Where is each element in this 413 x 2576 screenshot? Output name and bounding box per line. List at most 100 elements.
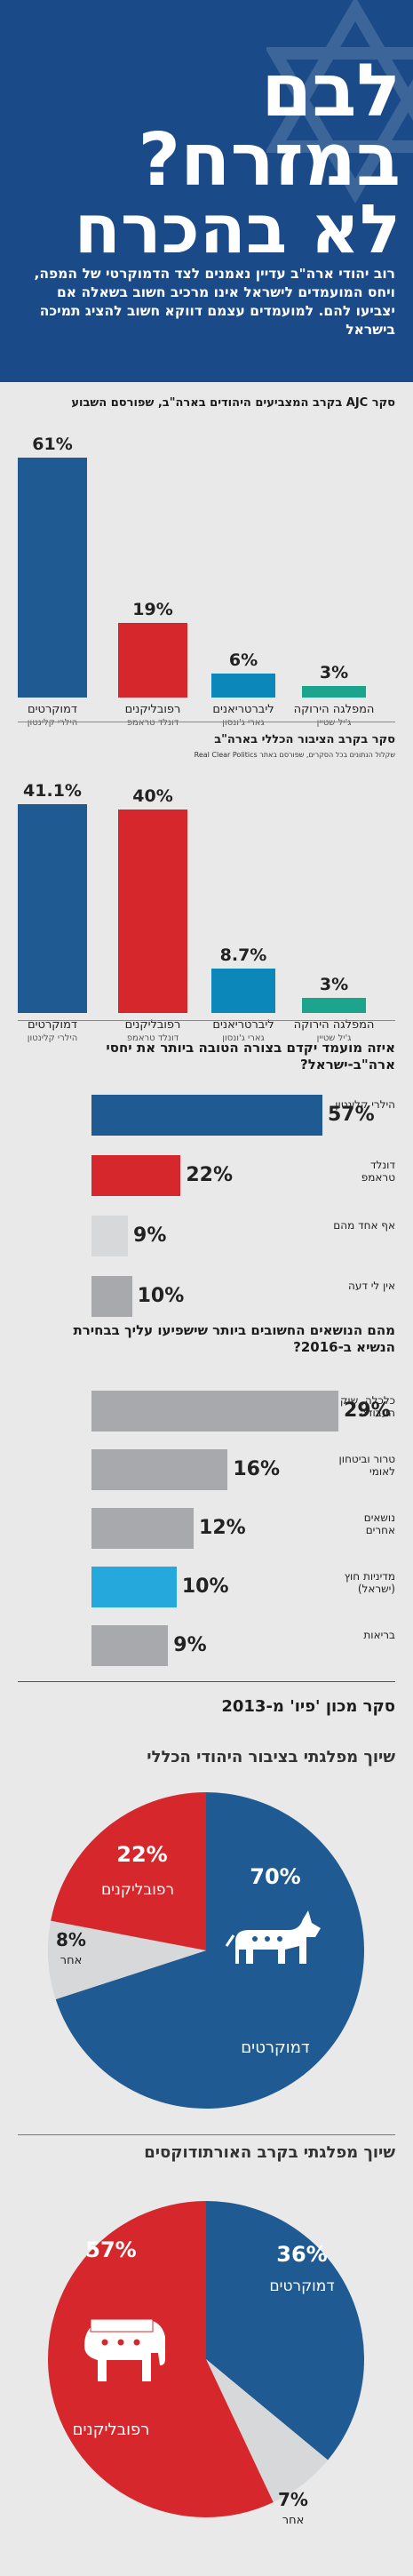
general-poll-title: סקר בקרב הציבור הכללי בארה"ב [214, 733, 395, 746]
pie-slice [51, 1792, 207, 1950]
candidate-name: הילרי קלינטון [27, 718, 78, 728]
pie-slice-value-label: 7% [278, 2489, 308, 2510]
pie-slice-label: רפובליקנים [101, 1881, 174, 1899]
bar [211, 674, 275, 698]
bar-value-label: 3% [319, 662, 349, 682]
divider [18, 1020, 395, 1021]
candidate-name: הילרי קלינטון [27, 1033, 78, 1043]
hbar-category-label: הילרי קלינטון [335, 1098, 395, 1111]
bar [211, 969, 275, 1013]
hbar-value-label: 9% [173, 1634, 207, 1656]
candidate-name: דונלד טראמפ [126, 1033, 179, 1043]
bar-category-label: המפלגה הירוקה ג'יל שטיין [290, 703, 378, 730]
hbar [91, 1508, 195, 1549]
bar-category-label: ליברטריאנים גארי ג'ונסון [199, 703, 288, 730]
pie2-title: שיוך מפלגתי בקרב האורתודוקסים [144, 2143, 395, 2162]
hbar-category-label: טרור וביטחון לאומי [338, 1453, 395, 1478]
header-title-line1: לבם [261, 49, 401, 133]
hbar [91, 1449, 228, 1490]
hbar-category-label: אף אחד מהם [333, 1219, 395, 1232]
hbar-category-label: מדיניות חוץ (ישראל) [344, 1570, 395, 1595]
header-title-line3: לא בהכרח [74, 189, 401, 268]
category-name: רפובליקנים [124, 703, 181, 716]
category-name: דמוקרטים [28, 703, 77, 716]
hbar-category-label: אין לי דעה [347, 1280, 395, 1292]
hbar [91, 1216, 129, 1256]
bar-category-label: דמוקרטים הילרי קלינטון [5, 703, 99, 730]
header-title-line2: במזרח? [138, 118, 401, 203]
category-name: רפובליקנים [124, 1018, 181, 1032]
header: לבם במזרח? לא בהכרח רוב יהודי ארה"ב עדיי… [0, 0, 413, 382]
issues-title: מהם הנושאים החשובים ביותר שישפיעו עליך ב… [73, 1322, 395, 1355]
bar-value-label: 40% [132, 786, 173, 807]
bar-value-label: 41.1% [23, 781, 82, 801]
bar-category-label: רפובליקנים דונלד טראמפ [106, 703, 200, 730]
pie-slice-label: אחר [282, 2514, 305, 2527]
bar-value-label: 61% [32, 435, 73, 454]
hbar-category-label: דונלד טראמפ [361, 1159, 395, 1184]
category-name: ליברטריאנים [212, 1018, 274, 1032]
bar [18, 458, 87, 698]
israel-relations-title: איזה מועמד יקדם בצורה הטובה ביותר את יחס… [106, 1040, 395, 1073]
issues-section: מהם הנושאים החשובים ביותר שישפיעו עליך ב… [0, 1315, 413, 1697]
category-name: ליברטריאנים [212, 703, 274, 716]
ajc-poll-title: סקר AJC בקרב המצביעים היהודים בארה"ב, שפ… [71, 396, 395, 410]
pie-svg: 36% דמוקרטים 57% רפובליקנים 7% אחר [48, 2201, 364, 2527]
hbar-value-label: 57% [328, 1104, 375, 1126]
category-name: המפלגה הירוקה [293, 1018, 375, 1032]
pie1-title: שיוך מפלגתי בציבור היהודי הכללי [147, 1748, 395, 1767]
bar-value-label: 19% [132, 599, 173, 619]
header-subtitle: רוב יהודי ארה"ב עדיין נאמנים לצד הדמוקרט… [34, 266, 395, 338]
bar [18, 804, 87, 1013]
bar-value-label: 3% [319, 974, 349, 994]
pie-slice-label: דמוקרטים [241, 2038, 310, 2057]
bar-value-label: 6% [228, 650, 258, 671]
ajc-poll-section: סקר AJC בקרב המצביעים היהודים בארה"ב, שפ… [0, 382, 413, 738]
star-of-david-icon [266, 0, 413, 203]
hbar-value-label: 12% [199, 1517, 246, 1539]
pie-slice-value-label: 22% [116, 1842, 167, 1867]
hbar-value-label: 9% [133, 1224, 167, 1247]
hbar [91, 1155, 181, 1196]
pie-slice [55, 1792, 364, 2109]
elephant-icon [84, 2318, 165, 2381]
divider [18, 1681, 395, 1682]
general-poll-section: סקר בקרב הציבור הכללי בארה"ב שקלול הנתונ… [0, 724, 413, 1053]
pie-slice-label: דמוקרטים [269, 2277, 334, 2295]
hbar-category-label: בריאות [363, 1629, 395, 1641]
hbar [91, 1567, 177, 1607]
hbar [91, 1276, 132, 1317]
hbar-value-label: 10% [181, 1575, 229, 1598]
pew-section-title: סקר מכון 'פיו' מ-2013 [221, 1697, 395, 1716]
bar-value-label: 8.7% [219, 945, 267, 966]
candidate-name: גארי ג'ונסון [222, 718, 265, 728]
divider [18, 2134, 395, 2135]
pie-slice [47, 1920, 206, 2000]
pie-slice-value-label: 8% [56, 1929, 86, 1950]
pie-slice-value-label: 36% [276, 2242, 327, 2267]
hbar [91, 1391, 338, 1432]
bar [118, 622, 187, 698]
bar [302, 997, 366, 1013]
pie-slice [206, 2201, 364, 2460]
donkey-icon [225, 1910, 321, 1964]
hbar-value-label: 29% [344, 1400, 391, 1422]
pie-slice [206, 2359, 329, 2503]
candidate-name: דונלד טראמפ [126, 718, 179, 728]
hbar-value-label: 10% [137, 1285, 185, 1307]
pie-slice-label: אחר [60, 1954, 83, 1967]
hbar-value-label: 16% [233, 1458, 281, 1480]
bar-category-label: רפובליקנים דונלד טראמפ [106, 1018, 200, 1045]
bar-category-label: ליברטריאנים גארי ג'ונסון [199, 1018, 288, 1045]
category-name: המפלגה הירוקה [293, 703, 375, 716]
bar-category-label: דמוקרטים הילרי קלינטון [5, 1018, 99, 1045]
candidate-name: גארי ג'ונסון [222, 1033, 265, 1043]
candidate-name: ג'יל שטיין [316, 718, 352, 728]
hbar-category-label: כלכלה, שוק העבודה [339, 1394, 395, 1419]
pie-slice-value-label: 57% [85, 2237, 136, 2262]
hbar [91, 1095, 322, 1136]
category-name: דמוקרטים [28, 1018, 77, 1032]
hbar-value-label: 22% [186, 1164, 234, 1186]
hbar-category-label: נושאים אחרים [363, 1511, 395, 1536]
